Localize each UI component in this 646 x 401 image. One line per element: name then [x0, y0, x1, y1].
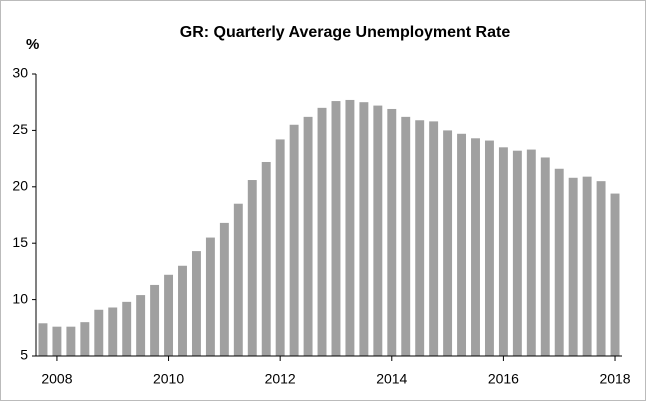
x-tick-label: 2018: [599, 371, 630, 387]
bar: [568, 177, 578, 356]
bar: [38, 323, 48, 356]
bar: [317, 107, 327, 356]
bar: [233, 203, 243, 356]
bar: [247, 180, 257, 356]
bar: [429, 121, 439, 356]
y-tick-label: 15: [12, 234, 28, 250]
bar: [108, 307, 118, 356]
y-tick-label: 25: [12, 121, 28, 137]
y-tick-label: 30: [12, 65, 28, 81]
bar: [331, 101, 341, 357]
bar: [387, 108, 397, 356]
y-tick-label: 20: [12, 178, 28, 194]
bar: [150, 284, 160, 356]
bar: [289, 124, 299, 356]
bar: [526, 149, 536, 356]
bar: [540, 157, 550, 356]
bar: [554, 168, 564, 356]
bar: [498, 147, 508, 356]
bar: [471, 138, 480, 356]
x-tick-label: 2014: [376, 371, 407, 387]
bar: [205, 237, 215, 356]
y-axis-unit: %: [26, 36, 39, 53]
bar: [484, 140, 494, 356]
bar: [373, 105, 383, 356]
x-tick-label: 2010: [153, 371, 184, 387]
bar: [52, 326, 62, 356]
bar: [80, 322, 90, 356]
bar: [596, 181, 606, 356]
bar: [512, 150, 522, 356]
bar: [94, 309, 104, 356]
bar: [178, 265, 187, 356]
bar: [164, 274, 174, 356]
bar: [457, 133, 467, 356]
y-tick-label: 10: [12, 290, 28, 306]
bar: [303, 116, 313, 356]
x-tick-label: 2008: [41, 371, 72, 387]
bar: [275, 139, 285, 356]
bar: [122, 301, 132, 356]
bar: [191, 251, 201, 356]
bar: [66, 326, 76, 356]
y-tick-label: 5: [20, 347, 28, 363]
x-tick-label: 2012: [265, 371, 296, 387]
bar: [401, 116, 411, 356]
bar: [582, 176, 592, 356]
bar: [610, 193, 620, 356]
bar: [136, 295, 146, 356]
bar: [443, 130, 453, 356]
bar: [345, 99, 355, 356]
chart-title: GR: Quarterly Average Unemployment Rate: [180, 24, 511, 41]
bar: [261, 161, 271, 356]
bar: [415, 120, 425, 356]
bar: [359, 102, 369, 356]
bar: [219, 222, 229, 356]
x-tick-label: 2016: [488, 371, 519, 387]
